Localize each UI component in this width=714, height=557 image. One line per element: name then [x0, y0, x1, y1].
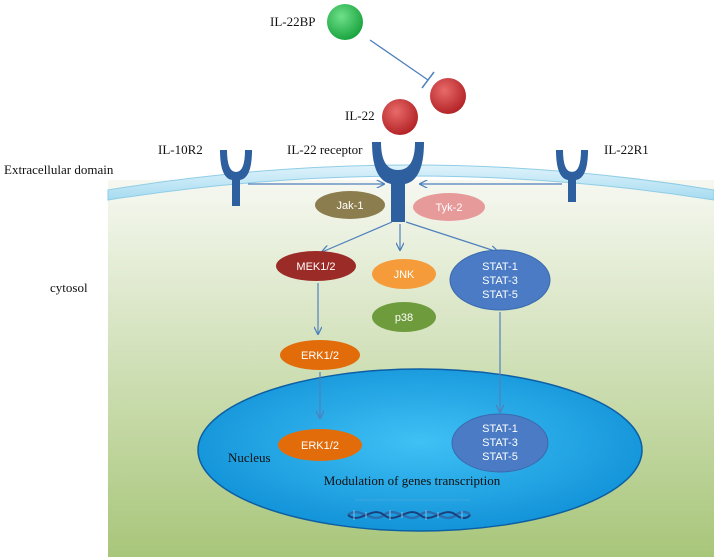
il22bp-ball — [327, 4, 363, 40]
il22-receptor-label: IL-22 receptor — [287, 142, 363, 157]
stat-cytosol-label-2: STAT-3 — [482, 275, 518, 287]
il22r1-receptor — [556, 150, 588, 202]
jnk-node — [372, 259, 436, 289]
erk-cytosol-node — [280, 340, 360, 370]
jak1-node — [315, 191, 385, 219]
il10r2-label: IL-10R2 — [158, 142, 203, 157]
il22bp-label: IL-22BP — [270, 14, 316, 29]
dna-helix-icon — [347, 499, 472, 520]
stat-cytosol-node — [449, 249, 551, 311]
stat-nucleus-label-1: STAT-1 — [482, 423, 518, 435]
stat-nucleus-label-3: STAT-5 — [482, 451, 518, 463]
arrow-to-mek — [322, 221, 393, 252]
p38-label: p38 — [395, 312, 413, 324]
mek-node — [276, 251, 356, 281]
arrow-to-stat — [405, 221, 498, 252]
erk-nucleus-node — [278, 429, 362, 461]
il22-label: IL-22 — [345, 108, 375, 123]
il22-ball-top — [430, 78, 466, 114]
modulation-label: Modulation of genes transcription — [324, 473, 501, 488]
inhibition-bar — [421, 71, 435, 89]
extracellular-label: Extracellular domain — [4, 162, 114, 177]
stat-cytosol-label-1: STAT-1 — [482, 261, 518, 273]
tyk2-label: Tyk-2 — [436, 202, 463, 214]
p38-node — [372, 302, 436, 332]
il22r1-label: IL-22R1 — [604, 142, 649, 157]
il22-main-receptor — [372, 142, 424, 222]
nucleus-label: Nucleus — [228, 450, 271, 465]
il10r2-receptor — [220, 150, 252, 206]
jnk-label: JNK — [394, 269, 415, 281]
erk-cytosol-label: ERK1/2 — [301, 350, 339, 362]
stat-nucleus-label-2: STAT-3 — [482, 437, 518, 449]
stat-nucleus-node — [451, 413, 549, 473]
nucleus — [197, 368, 643, 532]
jak1-label: Jak-1 — [337, 200, 364, 212]
il22-ball — [382, 99, 418, 135]
inhibition-line — [369, 39, 429, 81]
tyk2-node — [413, 193, 485, 221]
cytosol-label: cytosol — [50, 280, 88, 295]
mek-label: MEK1/2 — [296, 261, 335, 273]
erk-nucleus-label: ERK1/2 — [301, 440, 339, 452]
stat-cytosol-label-3: STAT-5 — [482, 289, 518, 301]
